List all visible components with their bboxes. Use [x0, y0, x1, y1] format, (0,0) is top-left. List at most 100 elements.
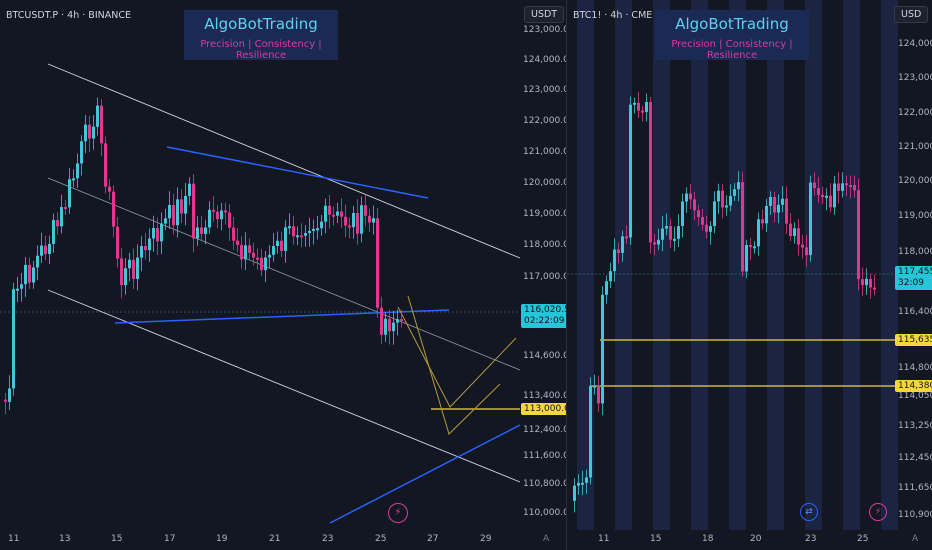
candle [841, 183, 844, 191]
right-y-tick: 120,000 [898, 176, 932, 186]
session-band [843, 0, 860, 530]
left-countdown: 02:22:09 [524, 316, 565, 326]
lightning-icon[interactable]: ⚡ [869, 503, 887, 521]
candle [400, 319, 403, 322]
candle [240, 244, 243, 260]
candle [204, 227, 207, 234]
candle [72, 178, 75, 181]
rollover-icon[interactable]: ⇄ [800, 503, 818, 521]
candle [56, 220, 59, 227]
right-y-tick: 114,050 [898, 391, 932, 401]
candle [236, 240, 239, 245]
session-band [881, 0, 898, 530]
candle [673, 238, 676, 241]
candle [184, 195, 187, 214]
right-y-tick: 121,000 [898, 142, 932, 152]
candle [36, 255, 39, 268]
session-band [729, 0, 746, 530]
candle [765, 205, 768, 224]
candle [577, 482, 580, 486]
right-chart-panel[interactable]: BTC1! · 4h · CME USD AlgoBotTrading Prec… [567, 0, 932, 550]
candle [729, 195, 732, 206]
candle [364, 205, 367, 216]
candle [376, 218, 379, 308]
left-currency-button[interactable]: USDT [524, 6, 565, 23]
left-logo-title: AlgoBotTrading [204, 15, 318, 33]
right-countdown: 32:09 [898, 278, 924, 288]
candle [825, 195, 828, 198]
candle [685, 193, 688, 202]
candle [605, 281, 608, 295]
candle [737, 182, 740, 190]
candle [324, 205, 327, 222]
left-x-tick: 17 [164, 534, 176, 544]
left-y-tick: 111,600.0 [523, 451, 567, 461]
lightning-icon[interactable]: ⚡ [388, 503, 408, 523]
candle [256, 257, 259, 260]
right-ticker-label[interactable]: BTC1! · 4h · CME [573, 10, 653, 21]
candle [593, 385, 596, 388]
candle [40, 245, 43, 256]
left-chart-canvas[interactable] [0, 0, 566, 550]
candle [693, 199, 696, 211]
candle [288, 226, 291, 229]
right-level-1-tag: 115,635 [895, 334, 932, 346]
left-auto-scale-button[interactable]: A [543, 534, 550, 544]
candle [689, 193, 692, 200]
left-y-tick: 123,000.0 [523, 25, 567, 35]
left-y-tick: 121,000.0 [523, 147, 567, 157]
right-auto-scale-button[interactable]: A [912, 534, 919, 544]
candle [292, 226, 295, 237]
candle [384, 318, 387, 335]
left-y-tick: 122,000.0 [523, 116, 567, 126]
candle [276, 240, 279, 247]
left-logo: AlgoBotTrading Precision | Consistency |… [184, 10, 338, 61]
channel-upper-line [47, 63, 521, 259]
candle [140, 245, 143, 258]
candle [308, 230, 311, 234]
candle [92, 126, 95, 139]
candle [136, 257, 139, 279]
candle [212, 209, 215, 212]
candle [68, 179, 71, 208]
candle [24, 264, 27, 285]
candle [260, 257, 263, 271]
candle [52, 220, 55, 244]
left-ticker-label[interactable]: BTCUSDT.P · 4h · BINANCE [6, 10, 131, 21]
candle [769, 196, 772, 206]
candle [304, 233, 307, 236]
left-x-tick: 27 [427, 534, 439, 544]
candle [773, 196, 776, 213]
right-y-tick: 124,000 [898, 39, 932, 49]
left-target-price-tag: 113,000.0 [521, 403, 566, 415]
right-y-tick: 123,000 [898, 73, 932, 83]
right-y-tick: 114,800 [898, 363, 932, 373]
candle [621, 236, 624, 253]
right-chart-canvas[interactable] [567, 0, 932, 550]
right-currency-button[interactable]: USD [894, 6, 929, 23]
left-last-price-tag: 116,020.5 02:22:09 [521, 304, 566, 328]
candle [84, 124, 87, 142]
candle [861, 279, 864, 286]
candle [681, 201, 684, 227]
projection-path-b [407, 295, 501, 435]
right-y-tick: 116,400 [898, 307, 932, 317]
candle [677, 226, 680, 239]
candle [340, 211, 343, 217]
candle [821, 194, 824, 197]
candle [268, 254, 271, 258]
candle [156, 228, 159, 242]
candle [388, 318, 391, 332]
candle [4, 399, 7, 402]
right-y-tick: 110,900 [898, 510, 932, 520]
candle [32, 267, 35, 283]
candle [701, 217, 704, 225]
candle [745, 245, 748, 272]
wedge-upper-line [166, 146, 429, 199]
candle [573, 485, 576, 501]
candle [352, 213, 355, 228]
left-chart-panel[interactable]: BTCUSDT.P · 4h · BINANCE USDT AlgoBotTra… [0, 0, 567, 550]
candle [216, 211, 219, 220]
right-level-2-tag: 114,380 [895, 380, 932, 392]
left-x-tick: 11 [8, 534, 20, 544]
